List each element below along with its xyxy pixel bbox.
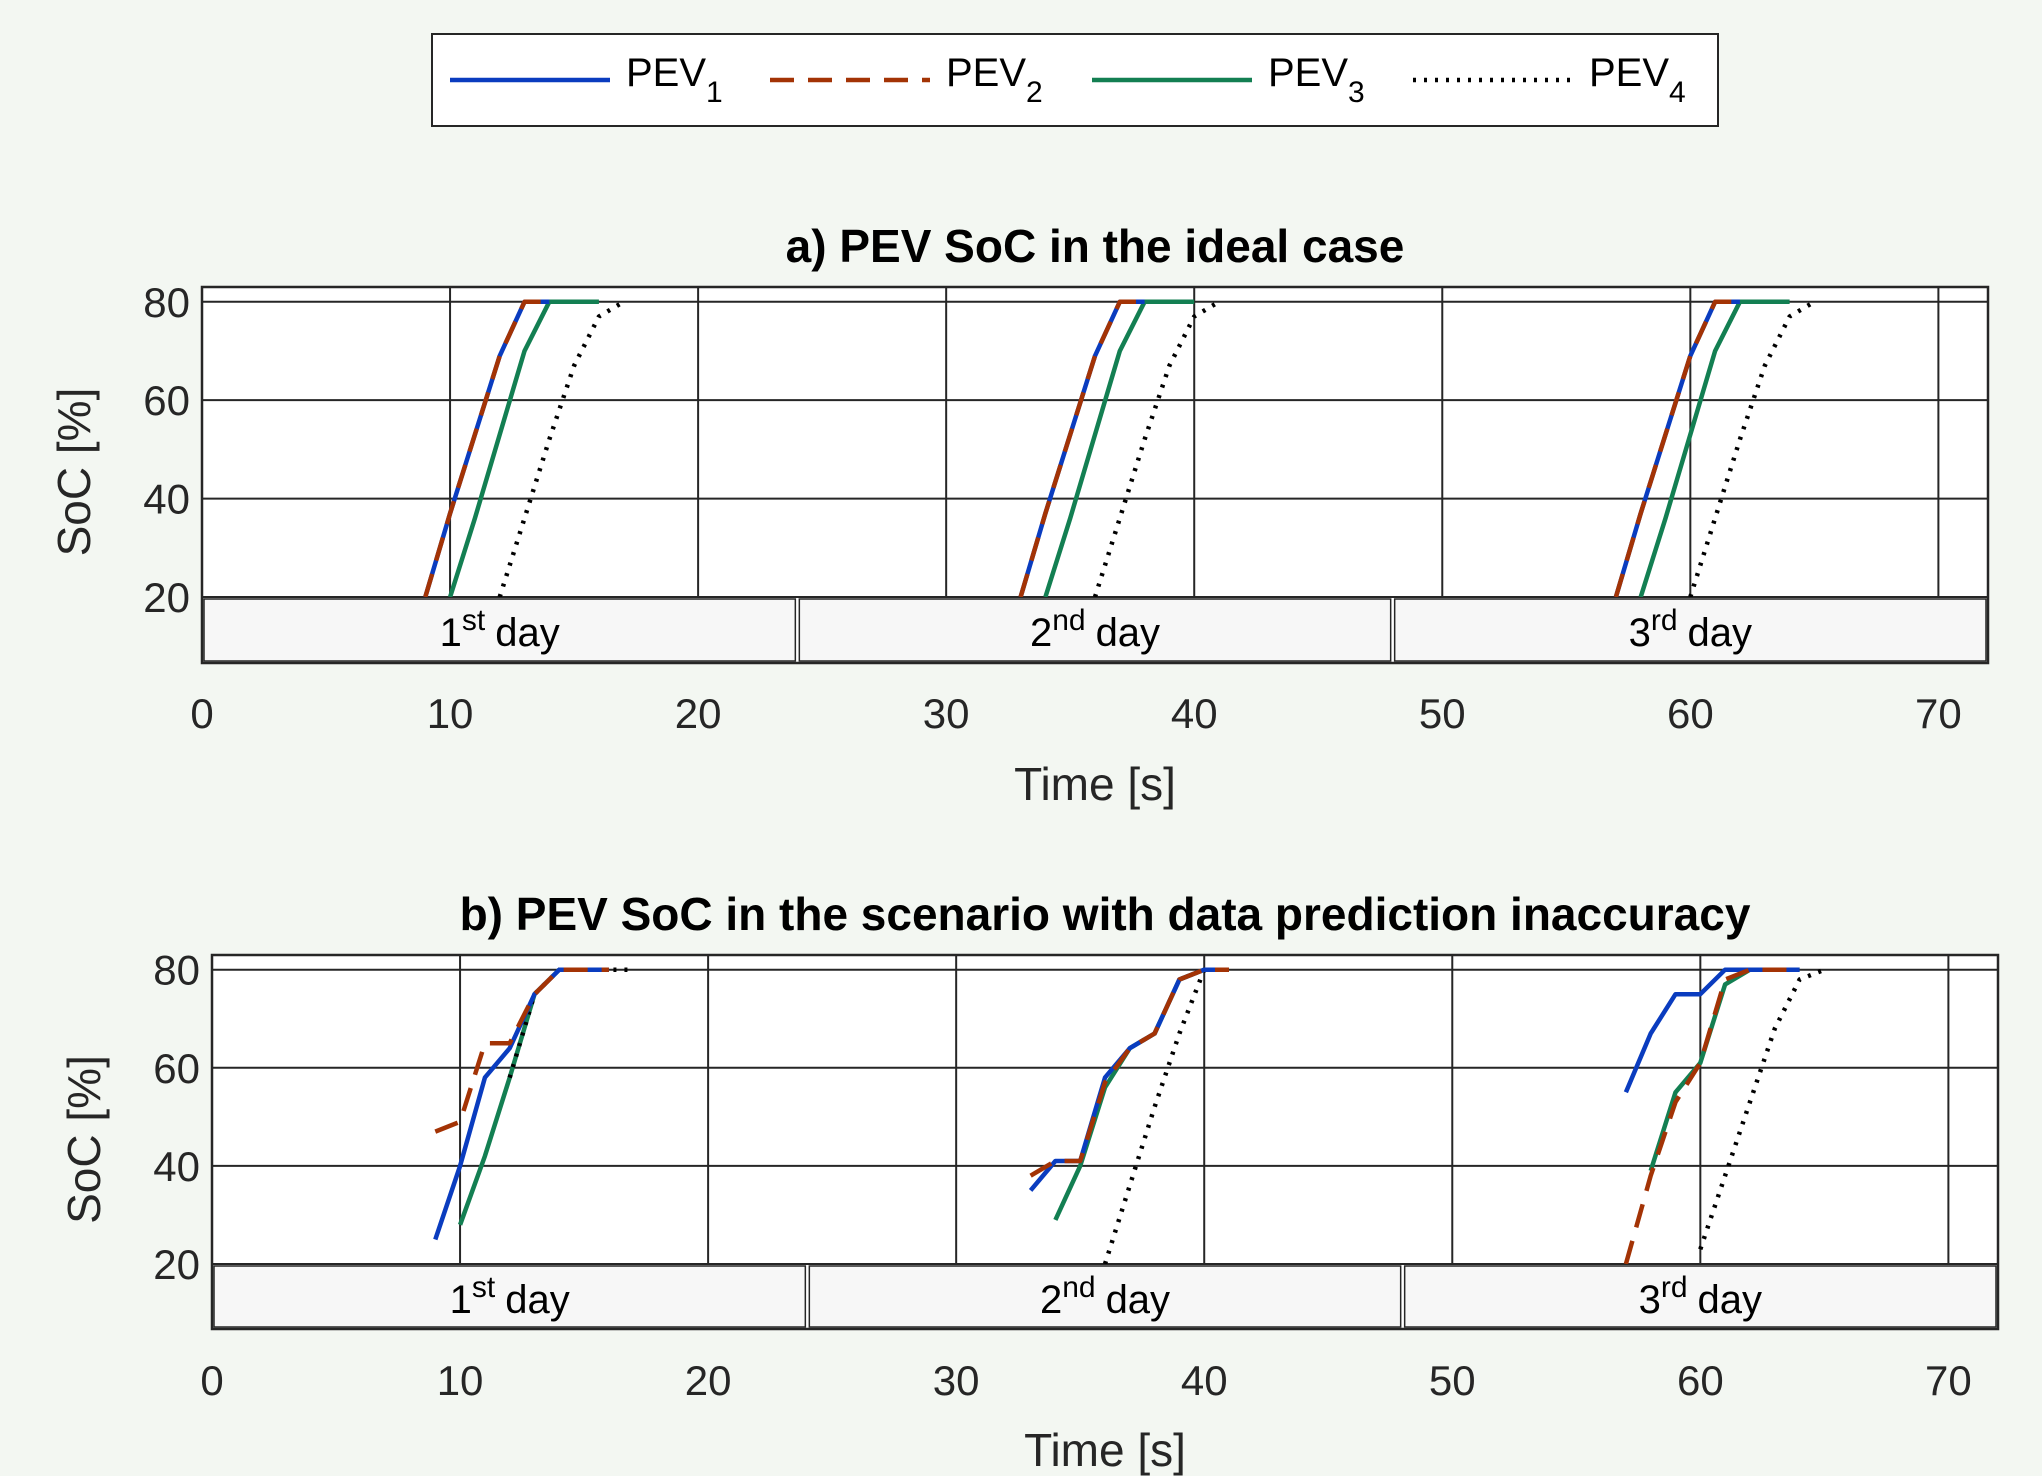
day-cell-2 (808, 1265, 1402, 1328)
y-axis-label: SoC [%] (58, 1055, 110, 1224)
x-tick-label: 20 (685, 1357, 732, 1404)
series-pev4-day2 (1092, 299, 1221, 597)
series-pev2-day3 (1613, 299, 1740, 597)
series-pev4-day3 (1688, 299, 1816, 597)
y-tick-label: 40 (153, 1143, 200, 1190)
day-label-1: 1st day (440, 604, 560, 655)
series-group (433, 967, 1826, 1264)
y-tick-label: 20 (153, 1241, 200, 1288)
series-pev1-day3 (1623, 967, 1800, 1094)
day-label-3: 3rd day (1629, 604, 1752, 655)
axes-box (200, 285, 1990, 665)
day-band: 1st day 2nd day 3rd day (213, 1265, 1997, 1328)
x-tick-label: 30 (933, 1357, 980, 1404)
chart-title: a) PEV SoC in the ideal case (786, 220, 1405, 272)
y-tick-label: 60 (143, 377, 190, 424)
y-axis-label: SoC [%] (48, 388, 100, 557)
legend-label-pev1: PEV1 (626, 51, 723, 109)
y-tick-label: 80 (153, 947, 200, 994)
legend-label-pev4: PEV4 (1589, 51, 1686, 109)
legend: PEV1 PEV2 PEV3 PEV4 (431, 33, 1719, 127)
x-tick-label: 30 (923, 690, 970, 737)
legend-label-pev3: PEV3 (1268, 51, 1365, 109)
day-cell-1 (213, 1265, 807, 1328)
x-tick-label: 60 (1677, 1357, 1724, 1404)
x-tick-label: 10 (437, 1357, 484, 1404)
y-tick-label: 60 (153, 1045, 200, 1092)
x-tick-label: 50 (1419, 690, 1466, 737)
series-pev2-day1 (423, 299, 550, 597)
panel-a: 1st day 2nd day 3rd day 0 10 20 30 40 50 60 70 20 40 60 8… (48, 220, 1990, 810)
x-tick-label: 60 (1667, 690, 1714, 737)
y-tick-label: 20 (143, 574, 190, 621)
series-group (423, 299, 1816, 597)
x-tick-label: 70 (1925, 1357, 1972, 1404)
day-cell-1 (203, 598, 797, 662)
series-pev2-day2 (1029, 967, 1229, 1178)
day-cell-3 (1403, 1265, 1997, 1328)
series-pev4-day2 (1102, 967, 1229, 1264)
day-label-3: 3rd day (1639, 1271, 1762, 1322)
x-tick-label: 20 (675, 690, 722, 737)
series-pev3-day2 (1043, 299, 1195, 597)
series-pev1-day1 (433, 967, 609, 1241)
x-axis-label: Time [s] (1024, 1424, 1186, 1476)
x-tick-label: 0 (190, 690, 213, 737)
series-pev2-day1 (434, 967, 609, 1134)
y-tick-label: 40 (143, 476, 190, 523)
series-pev3-day1 (447, 299, 599, 597)
series-pev2-day2 (1018, 299, 1145, 597)
x-tick-label: 50 (1429, 1357, 1476, 1404)
x-tick-label: 40 (1181, 1357, 1228, 1404)
x-tick-label: 70 (1915, 690, 1962, 737)
x-tick-label: 40 (1171, 690, 1218, 737)
panel-b: 1st day 2nd day 3rd day 0 10 20 30 40 50 60 70 20 40 60 8… (58, 888, 2000, 1476)
day-cell-3 (1393, 598, 1987, 662)
legend-label-pev2: PEV2 (946, 51, 1043, 109)
series-pev2-day3 (1623, 967, 1800, 1264)
series-pev3-day3 (1638, 299, 1790, 597)
y-tick-label: 80 (143, 279, 190, 326)
x-tick-label: 10 (427, 690, 474, 737)
axes-box (210, 953, 2000, 1331)
x-tick-label: 0 (200, 1357, 223, 1404)
series-pev4-day1 (497, 299, 625, 597)
day-cell-2 (798, 598, 1392, 662)
day-band: 1st day 2nd day 3rd day (203, 598, 1987, 662)
day-label-1: 1st day (450, 1271, 570, 1322)
day-label-2: 2nd day (1040, 1271, 1170, 1322)
x-axis-label: Time [s] (1014, 758, 1176, 810)
day-label-2: 2nd day (1030, 604, 1160, 655)
chart-title: b) PEV SoC in the scenario with data pre… (460, 888, 1751, 940)
